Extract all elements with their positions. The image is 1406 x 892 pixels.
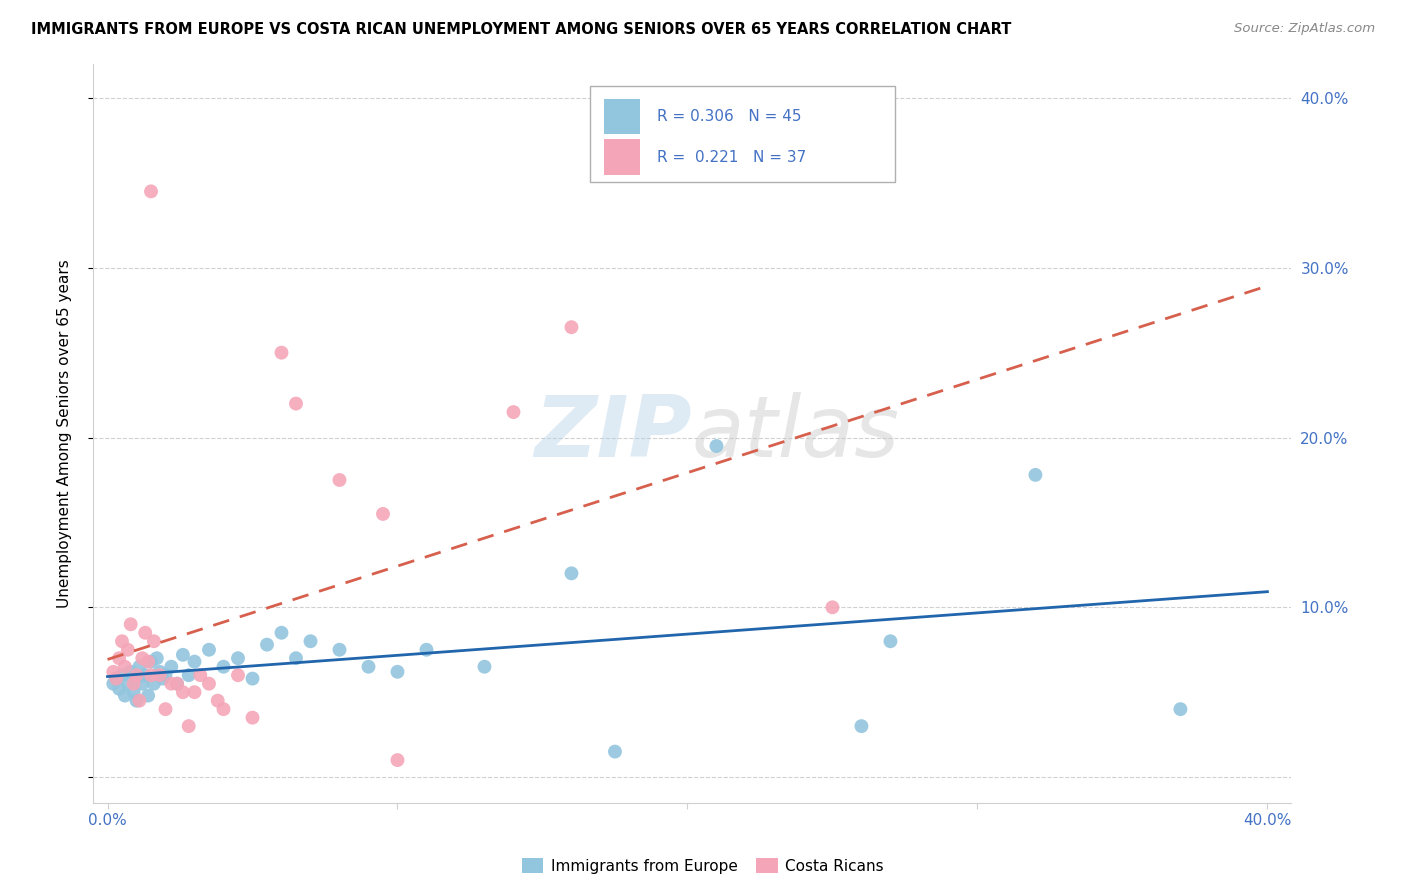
Point [1170,702,1192,716]
Point [560,320,582,334]
Point [152,672,174,686]
Point [155,702,177,716]
FancyBboxPatch shape [591,87,896,182]
Point [160,659,183,673]
Point [160,676,183,690]
Point [172,648,194,662]
Point [821,600,844,615]
Point [131,651,153,665]
Point [114,659,136,673]
Point [155,668,177,682]
Point [122,685,145,699]
Point [387,753,409,767]
Point [111,668,134,682]
Point [103,676,125,690]
Point [603,745,626,759]
Point [108,681,131,696]
Point [125,668,148,682]
Point [328,473,350,487]
Text: R =  0.221   N = 37: R = 0.221 N = 37 [657,150,806,165]
Point [139,655,162,669]
Point [139,185,162,199]
Text: Source: ZipAtlas.com: Source: ZipAtlas.com [1234,22,1375,36]
Point [177,668,200,682]
Point [111,634,134,648]
Point [415,642,437,657]
Point [198,676,221,690]
Point [371,507,394,521]
Point [177,719,200,733]
Point [851,719,873,733]
Point [146,651,169,665]
Point [105,672,128,686]
Point [270,345,292,359]
Point [188,668,211,682]
Point [142,676,165,690]
Text: ZIP: ZIP [534,392,692,475]
Point [183,655,205,669]
Point [226,651,249,665]
Point [105,672,128,686]
Point [285,651,308,665]
FancyBboxPatch shape [605,99,640,134]
Text: IMMIGRANTS FROM EUROPE VS COSTA RICAN UNEMPLOYMENT AMONG SENIORS OVER 65 YEARS C: IMMIGRANTS FROM EUROPE VS COSTA RICAN UN… [31,22,1011,37]
Point [706,439,728,453]
Point [198,642,221,657]
Text: atlas: atlas [692,392,900,475]
Point [172,685,194,699]
Point [136,655,159,669]
Point [560,566,582,581]
Point [387,665,409,679]
Point [117,676,139,690]
Point [125,672,148,686]
Point [136,689,159,703]
Point [131,676,153,690]
Point [183,685,205,699]
Point [285,396,308,410]
Point [134,668,156,682]
Point [502,405,524,419]
Point [212,702,235,716]
Point [299,634,322,648]
Point [328,642,350,657]
Point [114,689,136,703]
Point [120,665,142,679]
Point [212,659,235,673]
Point [270,625,292,640]
Point [166,676,188,690]
Point [125,694,148,708]
Point [1024,467,1046,482]
Y-axis label: Unemployment Among Seniors over 65 years: Unemployment Among Seniors over 65 years [58,259,72,607]
Point [474,659,496,673]
Point [357,659,380,673]
Point [149,668,172,682]
Point [879,634,901,648]
Point [242,711,264,725]
Text: R = 0.306   N = 45: R = 0.306 N = 45 [657,109,801,124]
Point [120,617,142,632]
Point [122,676,145,690]
Point [149,665,172,679]
Legend: Immigrants from Europe, Costa Ricans: Immigrants from Europe, Costa Ricans [516,852,890,880]
Point [139,668,162,682]
Point [128,694,150,708]
Point [242,672,264,686]
Point [128,659,150,673]
Point [108,651,131,665]
Point [226,668,249,682]
FancyBboxPatch shape [605,139,640,175]
Point [142,634,165,648]
Point [207,694,229,708]
Point [134,625,156,640]
Point [166,676,188,690]
Point [117,642,139,657]
Point [103,665,125,679]
Point [256,638,278,652]
